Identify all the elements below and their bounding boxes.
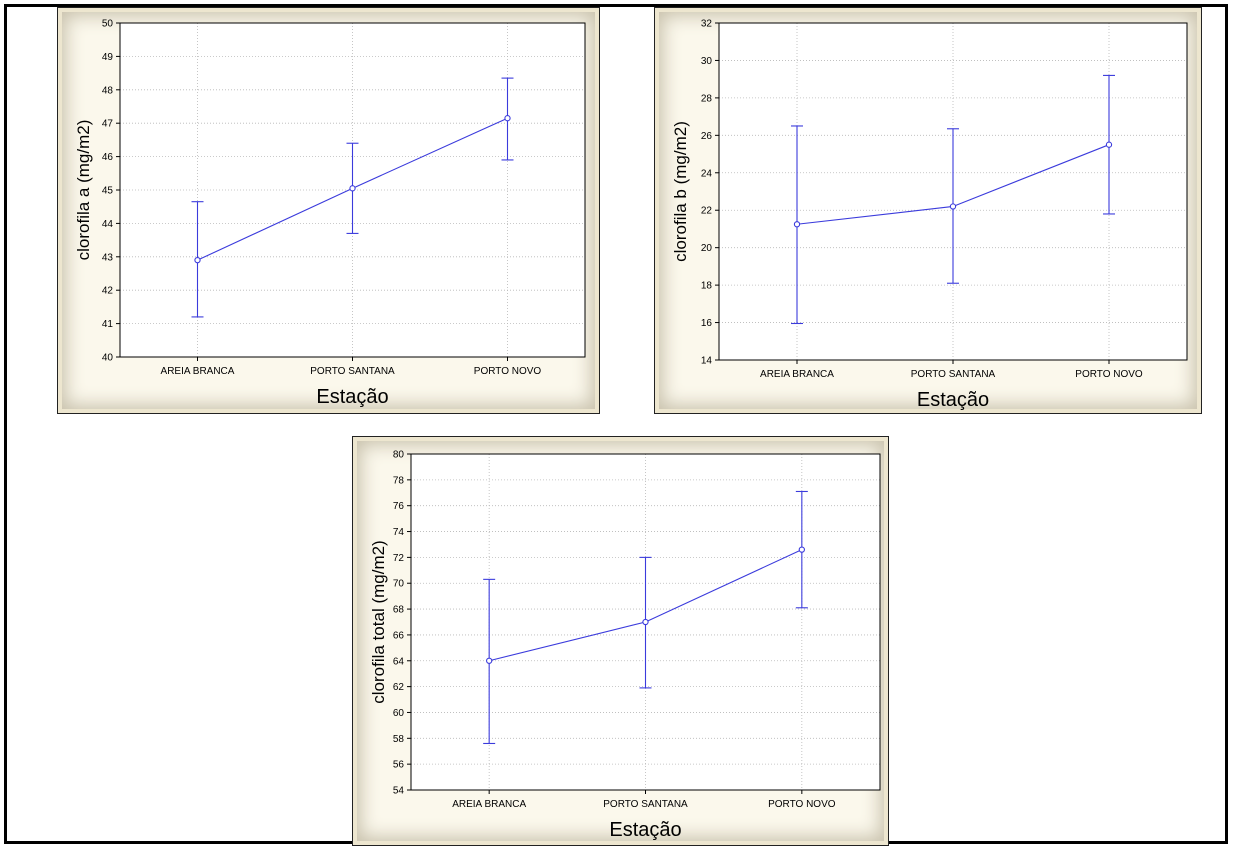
- chart-clorofila-a: 40 41 42 43 44 45 46 47 48 49 50 AREIA BRANCA PORTO …: [74, 19, 586, 408]
- y-tick-label: 14: [701, 356, 713, 367]
- y-tick-label: 18: [701, 281, 713, 292]
- y-tick-label: 76: [393, 501, 405, 512]
- data-point: [798, 546, 805, 553]
- x-tick-label: AREIA BRANCA: [452, 799, 526, 810]
- y-tick-label: 28: [701, 93, 713, 104]
- y-tick-label: 60: [393, 708, 405, 719]
- data-point: [793, 221, 801, 228]
- y-tick-label: 64: [393, 656, 405, 667]
- y-tick-label: 41: [102, 319, 114, 330]
- data-point: [194, 256, 201, 264]
- y-tick-label: 49: [102, 52, 114, 63]
- y-tick-label: 58: [393, 734, 405, 745]
- y-tick-label: 20: [701, 243, 713, 254]
- y-tick-label: 56: [393, 760, 405, 771]
- x-tick-label: PORTO NOVO: [1075, 369, 1143, 380]
- x-tick-label: PORTO NOVO: [768, 799, 836, 810]
- data-point: [486, 657, 493, 664]
- y-tick-label: 74: [393, 527, 405, 538]
- chart-panel-clorofila-b: 14 16 18 20 22 24 26 28 30 32 AREIA BRANCA PORTO SA…: [654, 7, 1202, 414]
- y-tick-label: 44: [102, 219, 114, 230]
- y-tick-label: 80: [393, 450, 405, 461]
- plot-border: [119, 22, 586, 358]
- y-tick-label: 68: [393, 605, 405, 616]
- x-tick-label: PORTO NOVO: [474, 366, 542, 377]
- plot-border: [718, 22, 1188, 361]
- y-tick-label: 32: [701, 19, 713, 30]
- x-tick-label: PORTO SANTANA: [911, 369, 996, 380]
- y-tick-label: 62: [393, 682, 405, 693]
- y-tick-label: 54: [393, 786, 405, 797]
- y-tick-label: 42: [102, 286, 114, 297]
- plot-border: [410, 453, 881, 791]
- y-tick-label: 30: [701, 56, 713, 67]
- x-axis-title: Estação: [609, 819, 681, 841]
- y-tick-label: 47: [102, 119, 114, 130]
- y-tick-label: 50: [102, 19, 114, 30]
- data-point: [642, 618, 649, 626]
- chart-panel-clorofila-total: 54 56 58 60 62 64 66 68 70 72 74 76 78 80 AREIA BRANCA…: [352, 436, 889, 846]
- chart-clorofila-b: 14 16 18 20 22 24 26 28 30 32 AREIA BRANCA PORTO SA…: [671, 19, 1188, 411]
- y-tick-label: 48: [102, 85, 114, 96]
- y-axis-title: clorofila total (mg/m2): [369, 540, 388, 703]
- x-tick-label: AREIA BRANCA: [161, 366, 235, 377]
- y-tick-label: 24: [701, 168, 713, 179]
- data-point: [1105, 141, 1113, 148]
- y-axis-title: clorofila a (mg/m2): [74, 120, 93, 261]
- y-tick-label: 46: [102, 152, 114, 163]
- data-point: [949, 203, 957, 210]
- chart-clorofila-total: 54 56 58 60 62 64 66 68 70 72 74 76 78 80 AREIA BRANCA…: [369, 450, 881, 841]
- chart-panel-clorofila-a: 40 41 42 43 44 45 46 47 48 49 50 AREIA BRANCA PORTO …: [57, 7, 600, 414]
- x-axis-title: Estação: [316, 386, 388, 408]
- y-tick-label: 40: [102, 353, 114, 364]
- y-tick-label: 66: [393, 630, 405, 641]
- x-tick-label: PORTO SANTANA: [603, 799, 688, 810]
- y-tick-label: 45: [102, 186, 114, 197]
- x-tick-label: PORTO SANTANA: [310, 366, 395, 377]
- x-axis-title: Estação: [917, 389, 989, 411]
- y-tick-label: 22: [701, 206, 713, 217]
- y-tick-label: 26: [701, 131, 713, 142]
- y-tick-label: 72: [393, 553, 405, 564]
- y-tick-label: 43: [102, 252, 114, 263]
- y-tick-label: 16: [701, 318, 713, 329]
- data-point: [349, 185, 356, 192]
- y-tick-label: 78: [393, 475, 405, 486]
- x-tick-label: AREIA BRANCA: [760, 369, 834, 380]
- y-tick-label: 70: [393, 579, 405, 590]
- y-axis-title: clorofila b (mg/m2): [671, 121, 690, 262]
- data-point: [504, 115, 511, 122]
